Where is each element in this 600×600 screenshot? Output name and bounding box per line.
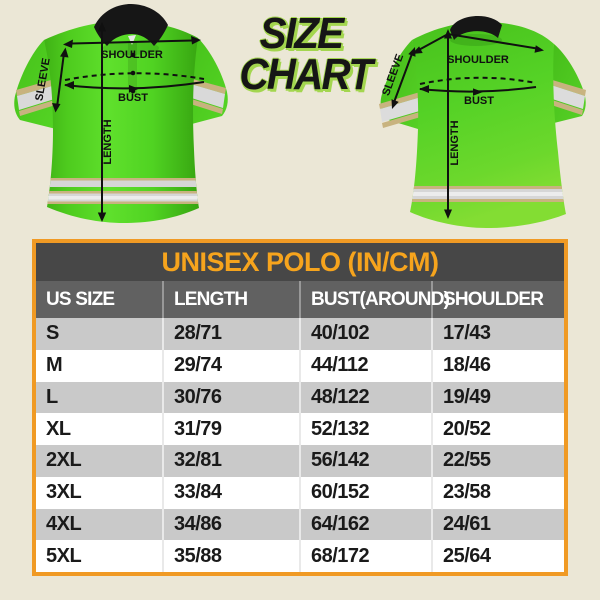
back-length-measure (444, 29, 452, 219)
cell-bust: 48/122 (299, 381, 431, 414)
title-line-chart: CHART (239, 49, 373, 99)
back-length-label: LENGTH (449, 120, 461, 165)
front-collar-notch (128, 35, 136, 45)
back-collar (450, 16, 502, 40)
back-bust-measure (419, 76, 537, 96)
back-sleeve-measure (391, 47, 416, 109)
cell-length: 32/81 (162, 445, 299, 477)
cell-bust: 60/152 (299, 476, 431, 509)
title-line-size: SIZE (259, 9, 344, 58)
cell-length: 31/79 (162, 413, 299, 445)
table-row-xl: XL 31/79 52/132 20/52 (36, 413, 564, 445)
cell-bust: 68/172 (299, 540, 431, 572)
column-header-length: LENGTH (162, 281, 299, 318)
front-length-measure (97, 22, 107, 222)
cell-shoulder: 18/46 (431, 349, 564, 382)
cell-shoulder: 17/43 (431, 318, 564, 350)
front-sleeve-measure (52, 47, 69, 113)
table-row-m: M 29/74 44/112 18/46 (36, 349, 564, 382)
cell-shoulder: 19/49 (431, 381, 564, 414)
size-table: UNISEX POLO (IN/CM) US SIZE LENGTH BUST(… (32, 239, 568, 576)
cell-size: 3XL (46, 481, 82, 504)
cell-size: S (46, 322, 59, 345)
cell-bust: 64/162 (299, 508, 431, 541)
polo-front-view: SHOULDER BUST SLEEVE LENGTH (14, 4, 228, 223)
table-header-row: US SIZE LENGTH BUST(AROUND) SHOULDER (36, 281, 564, 318)
table-row-5xl: 5XL 35/88 68/172 25/64 (36, 540, 564, 572)
cell-size: M (46, 354, 63, 377)
cell-shoulder: 20/52 (431, 413, 564, 445)
cell-bust: 40/102 (299, 318, 431, 350)
column-header-us-size: US SIZE (46, 288, 115, 310)
cell-bust: 56/142 (299, 445, 431, 477)
front-length-label: LENGTH (102, 119, 114, 164)
front-collar-shadow (103, 41, 159, 55)
polo-back-view: SHOULDER SLEEVE BUST LENGTH (379, 16, 586, 228)
front-sleeve-reflective-bands (16, 77, 226, 116)
cell-shoulder: 22/55 (431, 445, 564, 477)
cell-size: 4XL (46, 512, 82, 535)
column-header-shoulder: SHOULDER (431, 281, 564, 318)
cell-length: 33/84 (162, 476, 299, 509)
cell-bust: 52/132 (299, 413, 431, 445)
page-title: SIZE CHART (239, 9, 373, 99)
cell-size: 2XL (46, 449, 82, 472)
cell-shoulder: 24/61 (431, 508, 564, 541)
cell-bust: 44/112 (299, 349, 431, 382)
table-title: UNISEX POLO (IN/CM) (36, 243, 564, 281)
back-bust-label: BUST (464, 95, 494, 107)
back-hem-reflective-stripe (410, 186, 566, 202)
cell-size: 5XL (46, 544, 82, 567)
cell-length: 35/88 (162, 540, 299, 572)
front-hem-reflective-stripes (44, 178, 199, 204)
table-row-4xl: 4XL 34/86 64/162 24/61 (36, 508, 564, 541)
front-bust-measure (64, 72, 205, 93)
column-header-bust: BUST(AROUND) (299, 281, 450, 318)
cell-size: L (46, 385, 58, 408)
cell-length: 28/71 (162, 318, 299, 350)
cell-size: XL (46, 417, 71, 440)
front-bust-label: BUST (118, 92, 148, 104)
front-button (130, 52, 136, 58)
front-shoulder-label: SHOULDER (101, 49, 163, 61)
cell-length: 34/86 (162, 508, 299, 541)
cell-length: 30/76 (162, 381, 299, 414)
front-body (44, 21, 199, 223)
back-shoulder-label: SHOULDER (447, 54, 509, 66)
table-row-l: L 30/76 48/122 19/49 (36, 381, 564, 414)
cell-shoulder: 25/64 (431, 540, 564, 572)
front-shoulder-measure (63, 36, 201, 48)
cell-shoulder: 23/58 (431, 476, 564, 509)
front-collar (94, 4, 168, 46)
back-sleeve-reflective-bands (379, 79, 586, 128)
cell-length: 29/74 (162, 349, 299, 382)
table-row-s: S 28/71 40/102 17/43 (36, 318, 564, 350)
table-row-2xl: 2XL 32/81 56/142 22/55 (36, 445, 564, 477)
table-row-3xl: 3XL 33/84 60/152 23/58 (36, 476, 564, 509)
